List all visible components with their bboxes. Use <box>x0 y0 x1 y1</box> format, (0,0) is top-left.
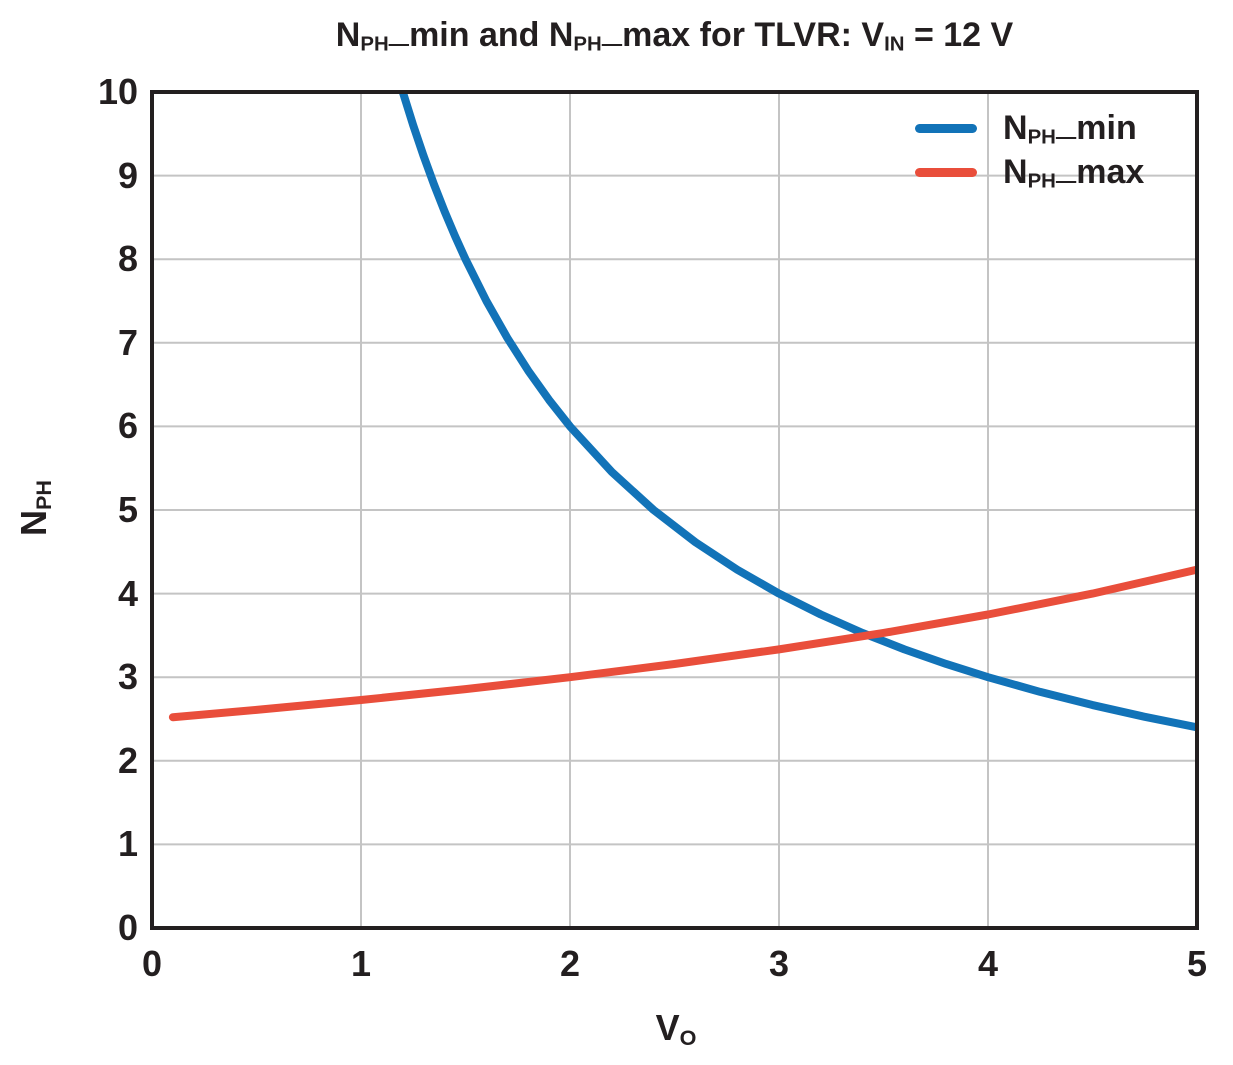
y-tick-label: 3 <box>117 656 138 698</box>
y-tick-label: 1 <box>117 823 138 865</box>
x-tick-label: 4 <box>977 943 999 984</box>
legend-item-nph-max: NPH—max <box>915 150 1144 194</box>
x-tick-label: 2 <box>559 943 581 984</box>
x-tick-label: 1 <box>350 943 372 984</box>
title-subscript: PH— <box>360 33 410 56</box>
title-subscript: IN <box>884 33 905 56</box>
title-text: min and N <box>409 16 574 54</box>
chart-title: NPH—min and NPH—max for TLVR: VIN = 12 V <box>152 16 1197 55</box>
y-tick-label: 5 <box>117 489 138 530</box>
curve-n_ph_max <box>168 565 1197 722</box>
legend-label: NPH—max <box>1003 153 1145 193</box>
x-axis-label-text: V <box>655 1007 680 1048</box>
y-tick-label: 2 <box>117 739 138 781</box>
y-tick-label: 10 <box>97 71 138 112</box>
x-axis-label-subscript: O <box>679 1024 697 1050</box>
y-tick-label: 4 <box>117 572 138 614</box>
title-text: max for TLVR: V <box>622 16 885 54</box>
legend-line-swatch-red <box>915 167 977 177</box>
x-tick-label: 5 <box>1186 943 1208 984</box>
legend: NPH—min NPH—max <box>915 106 1144 194</box>
title-text: = 12 V <box>904 16 1014 54</box>
x-tick-label: 0 <box>141 943 163 984</box>
y-tick-label: 0 <box>117 907 138 948</box>
axes-frame <box>150 90 1199 930</box>
title-text: N <box>335 16 361 54</box>
y-tick-label: 6 <box>117 405 138 447</box>
legend-line-swatch-blue <box>915 123 977 133</box>
y-tick-label: 8 <box>117 238 138 280</box>
x-axis-label: VO <box>576 1006 776 1050</box>
legend-label: NPH—min <box>1003 109 1137 149</box>
x-tick-label: 3 <box>768 943 790 984</box>
y-tick-label: 7 <box>117 321 138 363</box>
legend-item-nph-min: NPH—min <box>915 106 1144 150</box>
y-tick-label: 9 <box>117 154 138 196</box>
title-subscript: PH— <box>573 33 623 56</box>
curve-n_ph_min <box>398 92 1197 732</box>
